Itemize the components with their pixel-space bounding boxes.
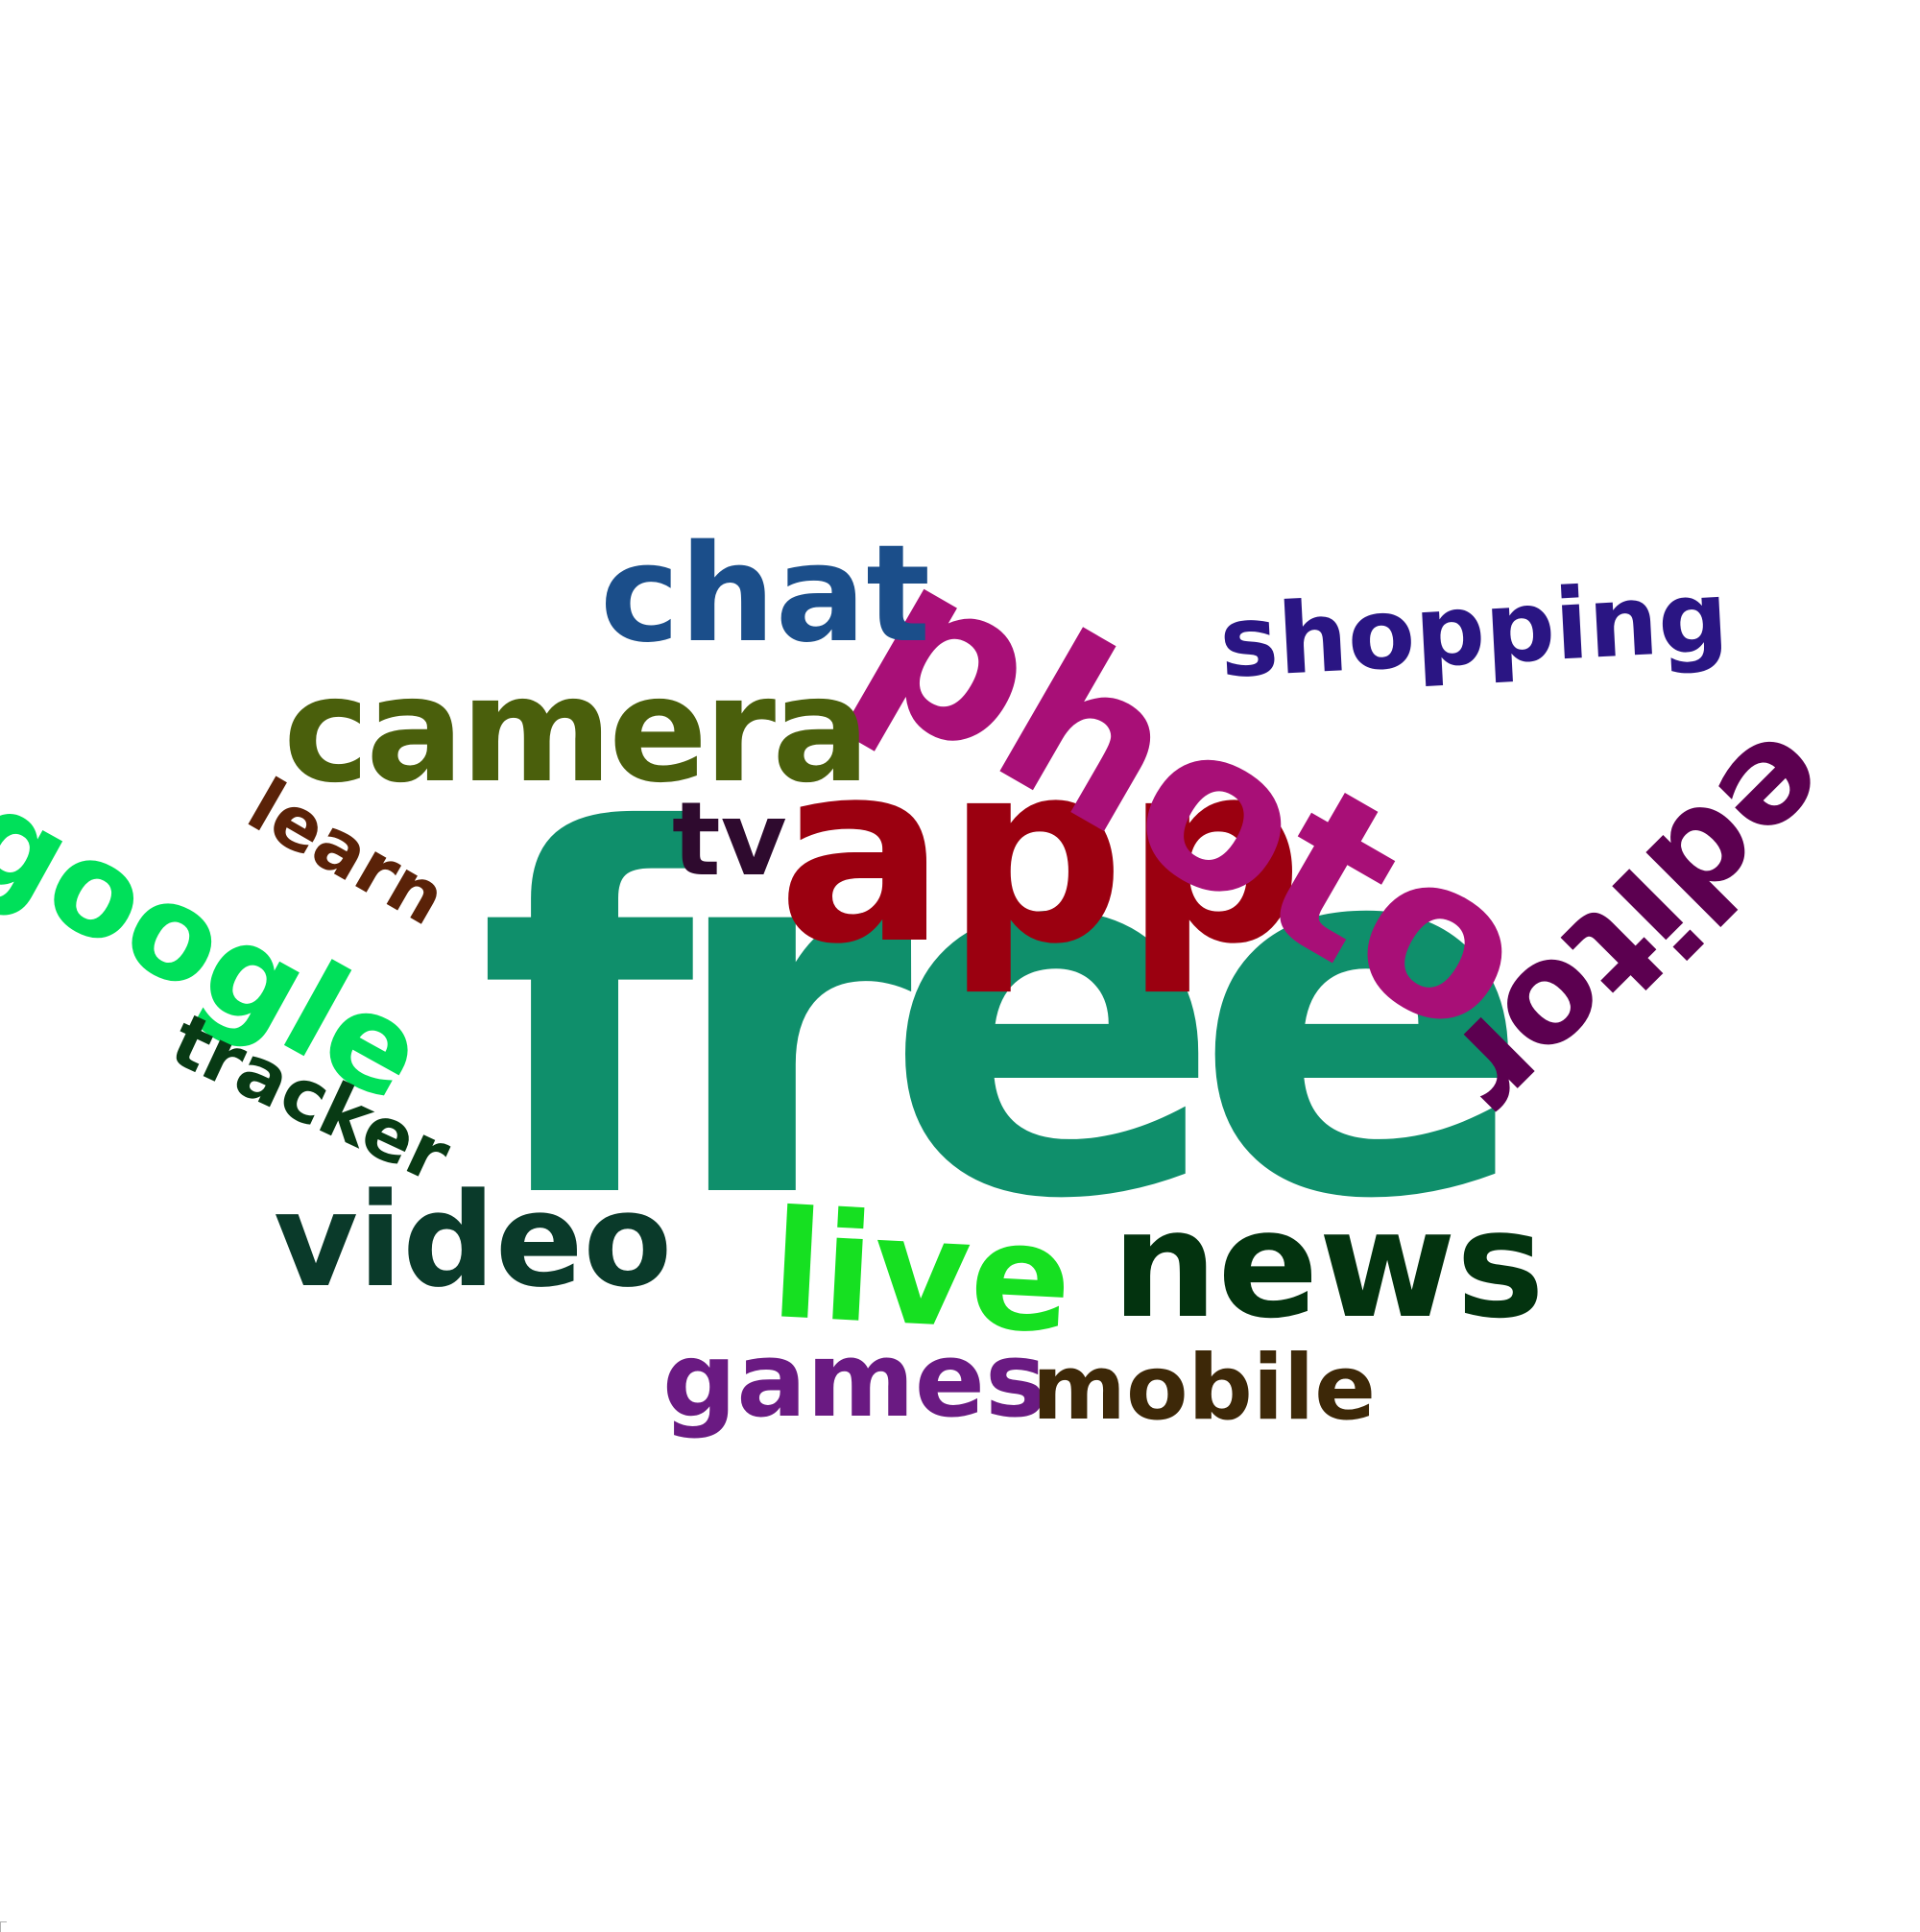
word-shopping: shopping: [1216, 560, 1732, 701]
corner-mark: [0, 1921, 7, 1932]
word-video: video: [274, 1165, 673, 1316]
word-games: games: [662, 1321, 1047, 1441]
word-mobile: mobile: [1032, 1336, 1377, 1441]
word-news: news: [1112, 1178, 1545, 1351]
word-camera: camera: [283, 645, 871, 815]
word-free: free: [478, 727, 1532, 1308]
word-chat: chat: [600, 516, 931, 673]
word-tv: tv: [672, 780, 787, 898]
word-app: app: [778, 709, 1304, 999]
